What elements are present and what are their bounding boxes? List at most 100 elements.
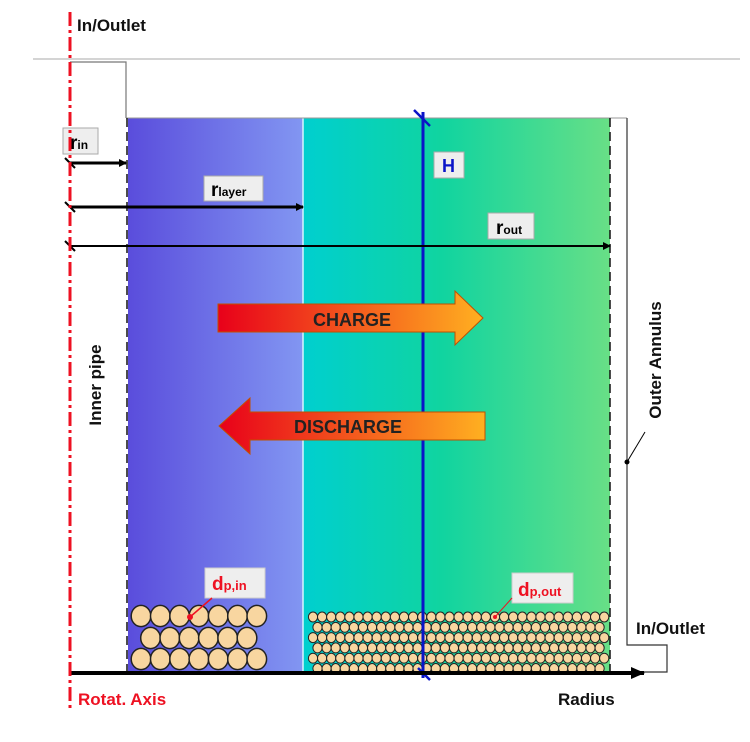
small-particle (594, 621, 605, 633)
r-layer-label: rlayer (203, 175, 264, 202)
small-particle (558, 621, 569, 633)
small-particle (389, 632, 400, 644)
small-particle (321, 642, 332, 654)
inner-pipe-outline (70, 61, 127, 118)
dp-out-label: dp,out (493, 572, 574, 619)
small-particle (494, 642, 505, 654)
small-particle (517, 632, 528, 644)
small-particle (535, 611, 546, 623)
small-particle (330, 642, 341, 654)
small-particle (348, 642, 359, 654)
dp-in-label: dp,in (187, 567, 266, 620)
large-particle (188, 647, 210, 671)
small-particle (371, 652, 382, 664)
small-particle (317, 632, 328, 644)
small-particle (480, 611, 491, 623)
small-particle (339, 642, 350, 654)
svg-text:H: H (442, 156, 455, 176)
small-particle (307, 632, 319, 644)
large-particle (246, 647, 268, 671)
large-particle (149, 647, 171, 671)
small-particle (521, 621, 532, 633)
small-particle (467, 642, 478, 654)
small-particle (453, 611, 464, 623)
small-particle (444, 652, 455, 664)
svg-text:rin: rin (70, 133, 88, 154)
small-particle (362, 632, 373, 644)
large-particle (217, 626, 239, 650)
small-particle (444, 611, 455, 623)
small-particle (512, 621, 523, 633)
small-particle (321, 621, 332, 633)
small-particle (408, 652, 419, 664)
small-particle (458, 621, 469, 633)
small-particle (462, 632, 473, 644)
small-particle (385, 642, 396, 654)
small-particle (335, 652, 346, 664)
small-particle (544, 632, 555, 644)
height-label: H (433, 151, 465, 179)
small-particle (485, 642, 496, 654)
small-particle (535, 652, 546, 664)
small-particle (517, 652, 528, 664)
small-particle (553, 611, 564, 623)
small-particle (499, 611, 510, 623)
small-particle (362, 611, 373, 623)
small-particle (544, 652, 555, 664)
small-particle (453, 652, 464, 664)
radius-label: Radius (558, 690, 615, 709)
small-particle (357, 642, 369, 654)
charge-label: CHARGE (313, 310, 391, 330)
discharge-arrow: DISCHARGE (218, 396, 486, 456)
large-particle (226, 647, 249, 671)
small-particle (344, 611, 355, 623)
small-particle (571, 652, 583, 664)
small-particle (412, 621, 423, 633)
small-particle (503, 642, 514, 654)
top-inlet-label: In/Outlet (77, 16, 146, 35)
small-particle (539, 642, 551, 654)
large-particle (139, 626, 162, 650)
small-particle (471, 611, 482, 623)
svg-text:rlayer: rlayer (211, 180, 247, 201)
small-particle (412, 642, 423, 654)
large-particle (130, 604, 152, 628)
small-particle (458, 642, 469, 654)
small-particle (480, 652, 491, 664)
small-particle (599, 652, 610, 664)
small-particle (353, 652, 364, 664)
large-particle (246, 604, 268, 628)
small-particle (462, 652, 473, 664)
small-particle (317, 652, 328, 664)
outer-annulus-pointer (626, 431, 646, 463)
small-particle (508, 611, 519, 623)
small-particle (494, 621, 505, 633)
small-particle (521, 642, 532, 654)
r-out-label: rout (487, 212, 535, 240)
small-particle (353, 632, 364, 644)
outer-annulus-label: Outer Annulus (646, 301, 665, 418)
small-particle (535, 632, 546, 644)
small-particle (558, 642, 569, 654)
small-particle (526, 652, 537, 664)
small-particle (526, 611, 537, 623)
small-particle (376, 621, 387, 633)
small-particle (367, 621, 378, 633)
small-particle (571, 632, 583, 644)
small-particle (371, 632, 382, 644)
small-particle (485, 621, 496, 633)
small-particle (544, 611, 555, 623)
small-particle (444, 632, 455, 644)
small-particle (335, 632, 346, 644)
small-particle (489, 652, 501, 664)
small-particle (439, 642, 450, 654)
small-particle (549, 642, 560, 654)
small-particle (403, 621, 414, 633)
inner-pipe-label: Inner pipe (86, 344, 105, 425)
bottom-inlet-label: In/Outlet (636, 619, 705, 638)
rotation-axis-label: Rotat. Axis (78, 690, 166, 709)
small-particle (549, 621, 560, 633)
small-particle (580, 632, 592, 644)
small-particle (599, 611, 610, 623)
